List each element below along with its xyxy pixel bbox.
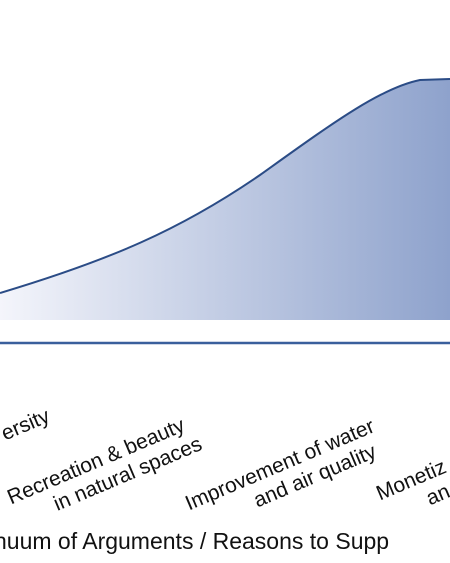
support-curve-line [0, 78, 450, 294]
support-curve-area [0, 79, 450, 320]
axis-title: nuum of Arguments / Reasons to Supp [0, 528, 390, 554]
